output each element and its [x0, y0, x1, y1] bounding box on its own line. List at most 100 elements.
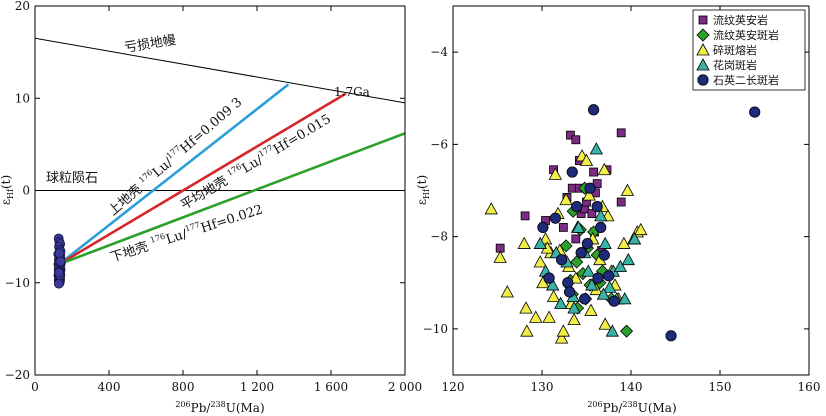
data-point	[592, 272, 604, 284]
data-point	[616, 128, 626, 138]
zircon-points	[53, 233, 66, 289]
legend-box	[692, 9, 806, 91]
reference-line	[58, 132, 405, 266]
reference-line	[58, 83, 290, 266]
data-point	[567, 312, 581, 326]
data-point	[584, 182, 596, 194]
data-point	[596, 287, 611, 300]
data-point	[554, 331, 569, 344]
left-y-ticks: −20 −10 0 10 20	[5, 0, 405, 382]
left-x-axis-label: 206Pb/238U(Ma)	[175, 400, 264, 415]
data-point	[520, 324, 534, 337]
chondrite-label: 球粒陨石	[46, 171, 98, 186]
legend-label: 碎斑熔岩	[713, 43, 757, 57]
data-point	[559, 192, 573, 206]
data-point	[548, 167, 563, 180]
legend-item: 花岗斑岩	[696, 58, 757, 72]
data-point	[579, 153, 594, 166]
right-y-tick-label: −10	[423, 322, 448, 336]
data-point	[517, 236, 531, 249]
data-point	[546, 289, 561, 302]
data-point	[588, 104, 600, 116]
data-point	[587, 209, 597, 218]
zircon-point	[54, 267, 64, 278]
left-y-tick-label: 0	[22, 184, 30, 198]
data-point	[621, 252, 636, 266]
right-chart: 120 130 140 150 160 −10 −8 −6 −4 流纹英安岩流纹英安斑岩碎斑熔…	[415, 5, 821, 415]
data-point	[566, 130, 575, 140]
data-point	[595, 221, 607, 233]
legend-marker	[696, 28, 710, 42]
data-point	[549, 212, 561, 224]
data-point	[555, 254, 568, 266]
left-y-tick-label: −20	[5, 368, 30, 382]
data-point	[620, 183, 635, 196]
depleted-mantle-label: 亏损地幔	[123, 33, 177, 56]
right-x-tick-label: 160	[798, 380, 821, 394]
left-x-ticks: 0 400 800 1 200 1 600 2 000	[31, 6, 422, 394]
legend-label: 石英二长斑岩	[713, 73, 779, 87]
left-x-tick-label: 2 000	[388, 380, 422, 394]
data-point	[546, 278, 560, 291]
data-point	[597, 162, 611, 176]
legend-item: 碎斑熔岩	[696, 43, 757, 57]
data-point	[533, 236, 547, 249]
reference-line	[35, 37, 405, 104]
data-point	[613, 259, 627, 273]
data-point	[542, 310, 556, 323]
legend-label: 流纹英安斑岩	[713, 28, 779, 42]
data-point	[582, 188, 596, 201]
data-point	[627, 232, 642, 245]
right-x-axis-label: 206Pb/238U(Ma)	[587, 400, 676, 415]
right-y-tick-label: −8	[430, 230, 448, 244]
data-point	[558, 222, 568, 232]
left-x-tick-label: 1 200	[240, 380, 274, 394]
data-point	[519, 301, 533, 314]
left-x-tick-label: 0	[31, 380, 39, 394]
data-point	[559, 239, 573, 253]
upper-crust-label: 上地壳 176Lu/177Hf=0.009 3	[104, 94, 245, 220]
data-point	[500, 285, 514, 298]
data-point	[589, 167, 599, 177]
data-point	[618, 292, 632, 305]
data-point	[571, 201, 583, 213]
data-point	[567, 301, 581, 314]
data-point	[520, 211, 530, 221]
data-point	[598, 236, 612, 249]
scatter-points	[484, 104, 761, 344]
legend-marker	[698, 15, 708, 25]
data-point	[554, 296, 568, 309]
legend-item: 流纹英安斑岩	[696, 28, 779, 42]
left-y-tick-label: 20	[15, 0, 30, 13]
left-y-tick-label: −10	[5, 276, 30, 290]
right-x-ticks: 120 130 140 150 160	[442, 6, 821, 394]
data-point	[581, 264, 595, 277]
right-y-tick-label: −6	[430, 137, 448, 151]
legend-label: 流纹英安岩	[713, 13, 768, 27]
right-x-tick-label: 140	[620, 380, 643, 394]
data-point	[603, 270, 615, 282]
data-point	[562, 277, 574, 289]
data-point	[566, 166, 578, 178]
data-point	[571, 135, 581, 145]
data-point	[598, 249, 610, 261]
series-0	[495, 128, 626, 255]
right-y-axis-label: εHf(t)	[415, 175, 431, 205]
data-point	[602, 280, 617, 293]
data-point	[579, 293, 591, 305]
legend-item: 石英二长斑岩	[697, 73, 779, 87]
data-point	[571, 234, 581, 244]
data-point	[533, 255, 547, 268]
data-point	[585, 278, 599, 291]
data-point	[537, 221, 549, 233]
data-point	[591, 201, 603, 213]
series-4	[537, 104, 761, 342]
left-y-axis-label: εHf(t)	[0, 175, 15, 205]
data-point	[619, 324, 634, 338]
legend-label: 花岗斑岩	[713, 58, 757, 72]
data-point	[608, 295, 620, 307]
data-point	[529, 310, 543, 323]
